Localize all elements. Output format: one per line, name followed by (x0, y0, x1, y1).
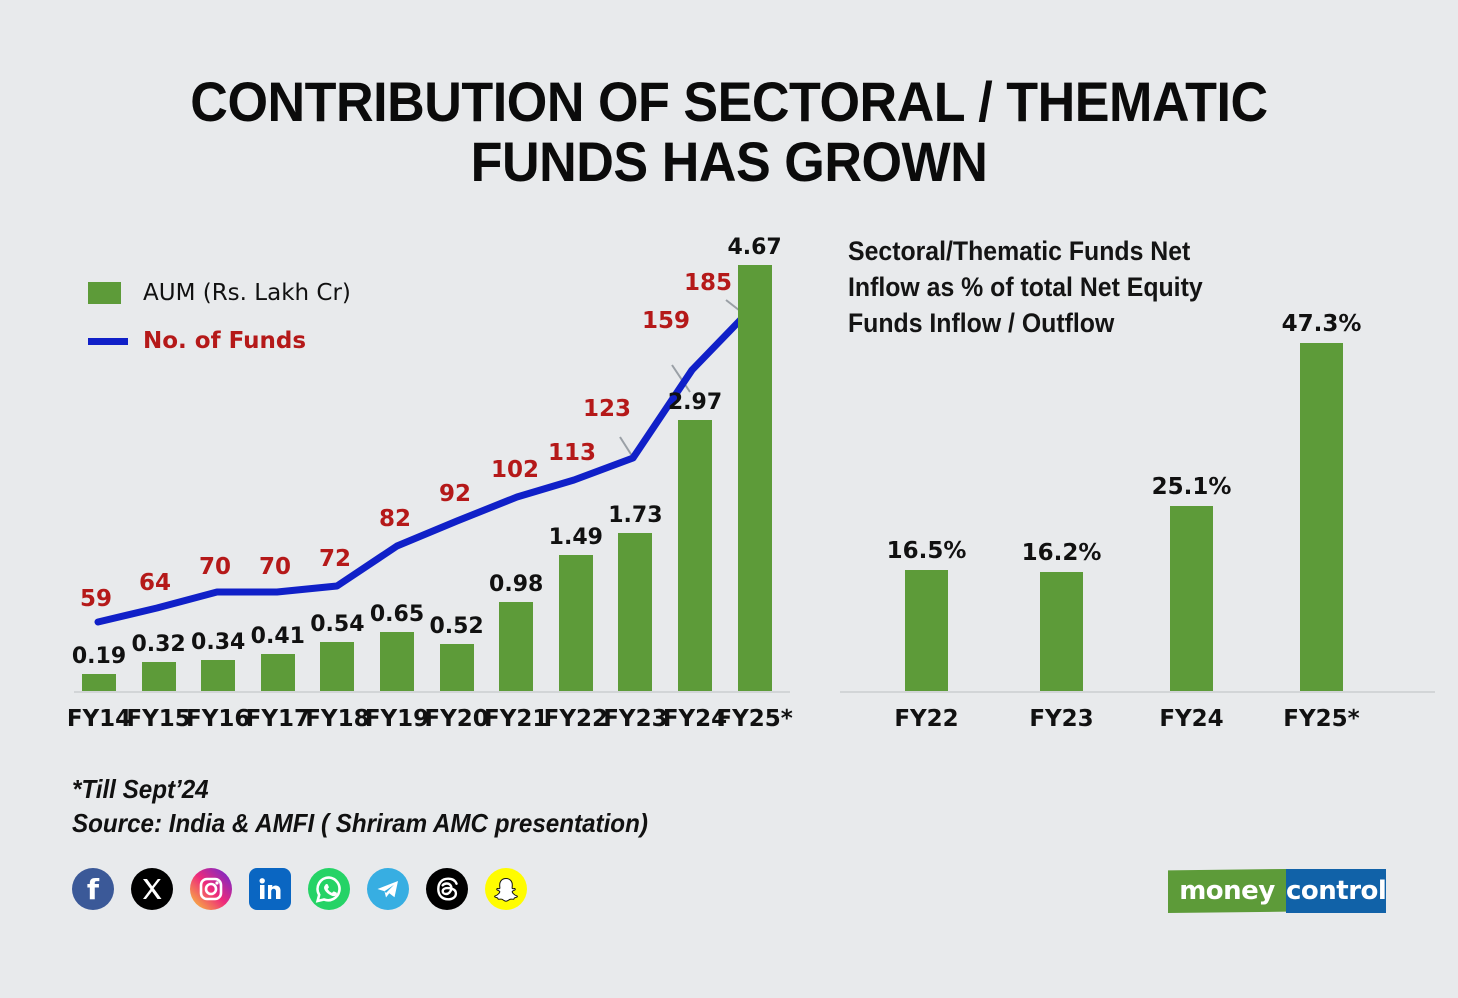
left-chart-baseline (74, 691, 790, 693)
x-axis-label-FY18: FY18 (305, 706, 370, 732)
bar-value-label-share-FY24: 25.1% (1151, 474, 1232, 500)
x-axis-label-FY23: FY23 (603, 706, 668, 732)
bar-aum-FY14 (82, 674, 116, 691)
x-axis-label-FY22: FY22 (543, 706, 608, 732)
chart-net-inflow-share: 16.5% FY22 16.2% FY23 25.1% FY24 47.3% FY25* (820, 0, 1458, 760)
line-value-label-FY25star: 185 (683, 270, 732, 296)
bar-value-label-FY20: 0.52 (429, 614, 484, 639)
facebook-icon[interactable]: f (72, 868, 114, 910)
logo-money-text: money (1168, 869, 1286, 913)
right-heading-line-1: Sectoral/Thematic Funds Net (848, 236, 1191, 266)
line-value-label-FY17: 70 (258, 554, 291, 580)
line-value-label-FY15: 64 (138, 570, 171, 596)
telegram-icon[interactable] (367, 868, 409, 910)
x-twitter-icon[interactable] (131, 868, 173, 910)
bar-aum-FY25star (737, 265, 772, 691)
x-axis-label-FY24: FY24 (662, 706, 728, 732)
x-axis-label-share-FY24: FY24 (1159, 706, 1224, 732)
line-value-label-FY14: 59 (79, 586, 112, 612)
whatsapp-icon[interactable] (308, 868, 350, 910)
x-axis-label-FY16: FY16 (186, 706, 251, 732)
bar-aum-FY17 (260, 654, 295, 691)
social-icons-bar: f (72, 868, 527, 910)
bar-share-FY24 (1170, 506, 1213, 691)
bar-value-label-FY19: 0.65 (369, 602, 425, 627)
bar-value-label-FY22: 1.49 (548, 525, 603, 550)
bar-value-label-FY24: 2.97 (667, 390, 723, 415)
page-title: CONTRIBUTION OF SECTORAL / THEMATIC FUND… (51, 72, 1407, 192)
bar-aum-FY18 (320, 642, 355, 691)
title-line-2: FUNDS HAS GROWN (470, 130, 988, 193)
line-value-label-FY22: 113 (547, 440, 596, 466)
linkedin-icon[interactable] (249, 868, 291, 910)
legend-swatch-aum-icon (88, 282, 121, 304)
leader-line-0 (619, 436, 635, 460)
threads-icon[interactable] (426, 868, 468, 910)
right-chart-baseline (840, 691, 1435, 693)
x-axis-label-FY21: FY21 (484, 706, 549, 732)
svg-text:f: f (87, 873, 100, 906)
bar-share-FY22 (905, 570, 948, 691)
x-axis-label-share-FY25star: FY25* (1283, 706, 1360, 732)
bar-value-label-share-FY25star: 47.3% (1281, 311, 1362, 337)
chart-aum-and-funds: 0.19 FY14 0.32 FY15 0.34 FY16 0.41 FY17 0.54 FY18… (0, 0, 820, 760)
x-axis-label-FY14: FY14 (66, 706, 132, 732)
leader-line-1 (671, 364, 691, 393)
bar-share-FY25star (1300, 343, 1343, 691)
bar-value-label-share-FY23: 16.2% (1021, 540, 1102, 566)
bar-aum-FY21 (499, 602, 534, 691)
line-value-label-FY19: 82 (378, 506, 411, 532)
instagram-icon[interactable] (190, 868, 232, 910)
bar-value-label-share-FY22: 16.5% (886, 538, 967, 564)
right-heading-line-3: Funds Inflow / Outflow (848, 308, 1115, 338)
line-value-label-FY24: 159 (641, 308, 690, 334)
legend-label-aum: AUM (Rs. Lakh Cr) (143, 280, 351, 306)
bar-aum-FY22 (558, 555, 593, 691)
line-value-label-FY21: 102 (490, 457, 539, 483)
footnote-till-sept: *Till Sept’24 (72, 774, 209, 804)
bar-aum-FY19 (380, 632, 414, 691)
bar-value-label-FY23: 1.73 (608, 503, 663, 528)
right-heading-line-2: Inflow as % of total Net Equity (848, 272, 1203, 302)
bar-aum-FY24 (678, 420, 712, 691)
bar-aum-FY16 (201, 660, 236, 691)
line-value-label-FY18: 72 (318, 546, 351, 572)
snapchat-icon[interactable] (485, 868, 527, 910)
line-value-label-FY23: 123 (582, 396, 631, 422)
bar-share-FY23 (1040, 572, 1083, 691)
x-axis-label-FY17: FY17 (245, 706, 310, 732)
bar-value-label-FY25star: 4.67 (727, 235, 782, 260)
bar-value-label-FY14: 0.19 (71, 644, 127, 669)
bar-value-label-FY18: 0.54 (310, 612, 365, 637)
x-axis-label-FY25star: FY25* (716, 706, 793, 732)
bar-value-label-FY15: 0.32 (131, 632, 186, 657)
bar-value-label-FY16: 0.34 (191, 630, 246, 655)
bar-value-label-FY17: 0.41 (250, 624, 305, 649)
line-value-label-FY20: 92 (438, 481, 471, 507)
bar-aum-FY20 (439, 644, 474, 691)
right-chart-heading: Sectoral/Thematic Funds Net Inflow as % … (848, 233, 1234, 341)
x-axis-label-FY20: FY20 (424, 706, 489, 732)
x-axis-label-share-FY23: FY23 (1029, 706, 1094, 732)
footnotes: *Till Sept’24 Source: India & AMFI ( Shr… (72, 772, 648, 840)
line-value-label-FY16: 70 (198, 554, 231, 580)
x-axis-label-share-FY22: FY22 (894, 706, 959, 732)
bar-value-label-FY21: 0.98 (489, 572, 544, 597)
x-axis-label-FY19: FY19 (364, 706, 430, 732)
legend-item-aum: AUM (Rs. Lakh Cr) (88, 278, 351, 308)
bar-aum-FY23 (618, 533, 653, 691)
logo-control-text: control (1286, 869, 1387, 913)
bar-aum-FY15 (141, 662, 176, 691)
x-axis-label-FY15: FY15 (126, 706, 191, 732)
moneycontrol-logo: money control (1168, 869, 1387, 913)
title-line-1: CONTRIBUTION OF SECTORAL / THEMATIC (190, 70, 1268, 133)
footnote-source: Source: India & AMFI ( Shriram AMC prese… (72, 808, 648, 838)
